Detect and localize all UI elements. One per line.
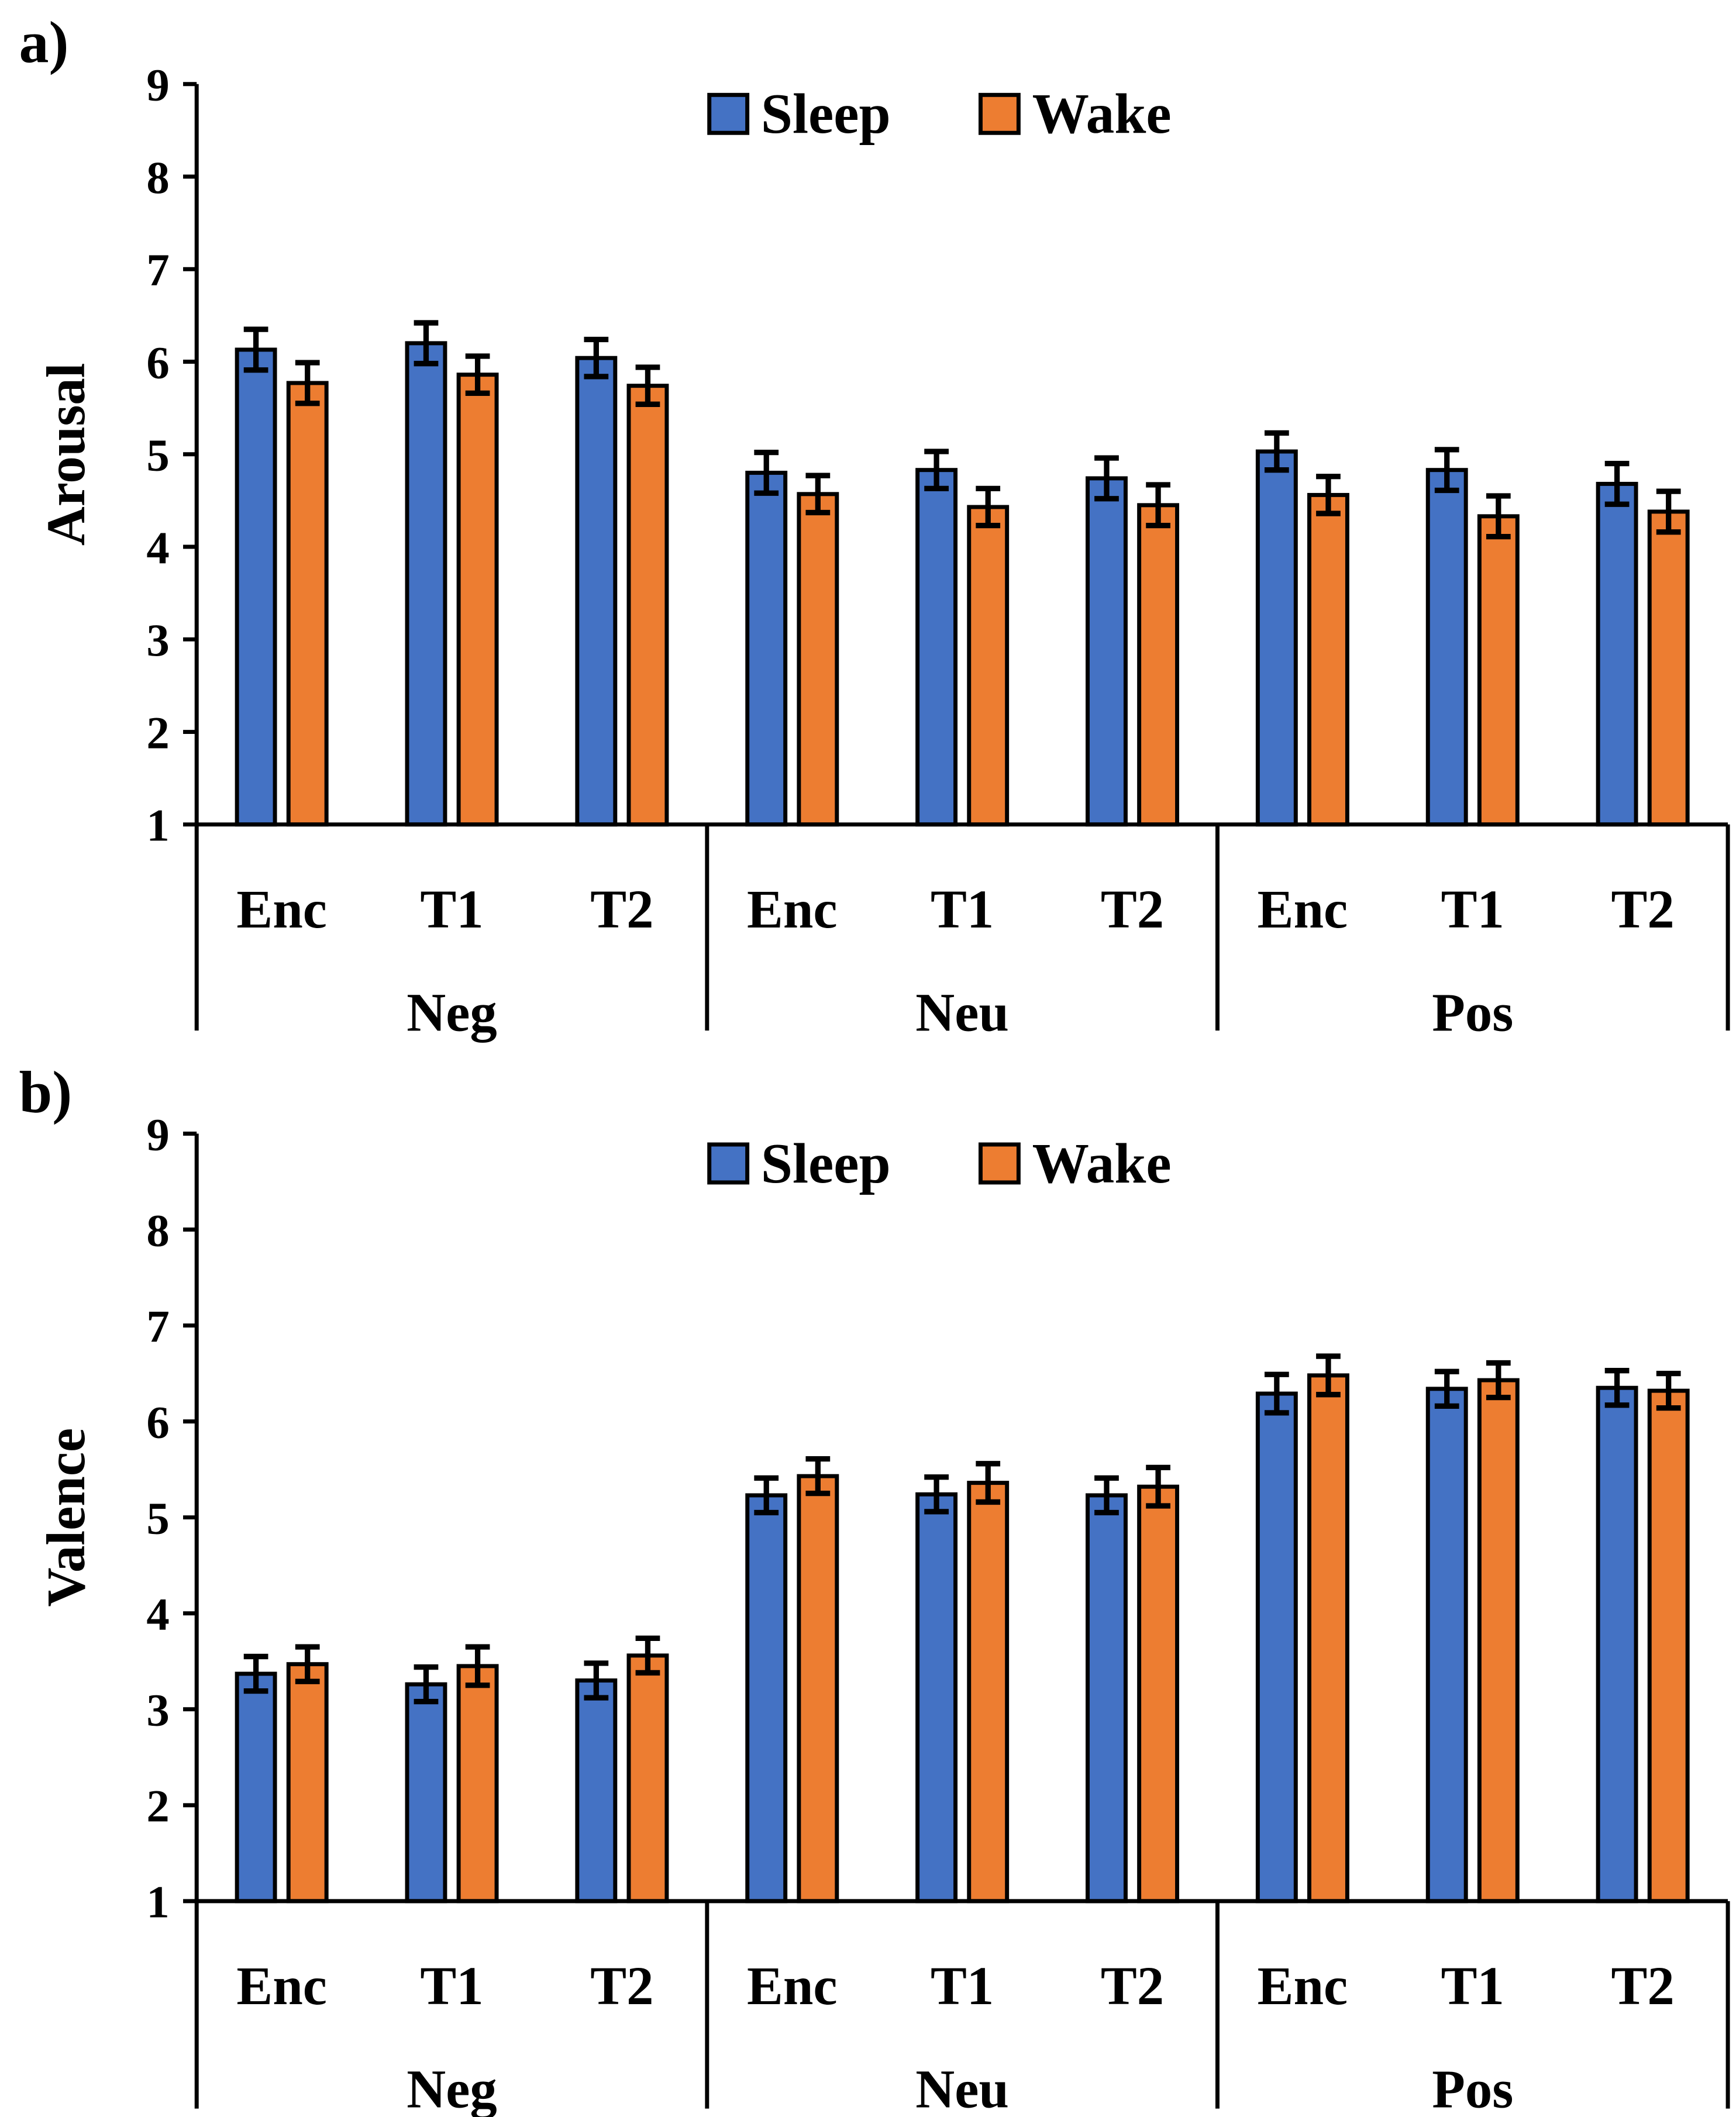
bar-sleep bbox=[575, 1678, 618, 1904]
x-category-label: T2 bbox=[590, 880, 653, 940]
y-tick-label: 2 bbox=[146, 708, 169, 758]
legend-swatch-wake bbox=[978, 92, 1021, 135]
x-category-label: Enc bbox=[747, 880, 838, 940]
y-tick-label: 2 bbox=[146, 1781, 169, 1832]
x-category-label: T1 bbox=[420, 880, 483, 940]
x-category-label: Enc bbox=[236, 880, 327, 940]
bar-sleep bbox=[575, 356, 618, 827]
bar-sleep bbox=[1425, 468, 1468, 827]
bar-wake bbox=[456, 1664, 499, 1904]
bar-wake bbox=[967, 505, 1010, 827]
panel-label: b) bbox=[19, 1059, 72, 1125]
bar-sleep bbox=[1596, 1385, 1638, 1904]
legend-swatch-sleep bbox=[707, 92, 750, 135]
bar-wake bbox=[1477, 1378, 1520, 1904]
y-tick-label: 1 bbox=[146, 801, 169, 851]
x-category-label: T1 bbox=[931, 1956, 994, 2016]
panel-label: a) bbox=[19, 10, 68, 76]
bar-sleep bbox=[235, 347, 277, 827]
bar-sleep bbox=[1086, 476, 1128, 827]
bar-sleep bbox=[1086, 1493, 1128, 1904]
bar-wake bbox=[1137, 503, 1180, 827]
bar-wake bbox=[626, 1653, 669, 1904]
x-category-label: T2 bbox=[1101, 1956, 1164, 2016]
legend-label-wake: Wake bbox=[1032, 1132, 1172, 1195]
legend-swatch-wake bbox=[978, 1142, 1021, 1185]
chart-panel-arousal: a) 1 2 3 4 5 6 7 8 9 Arousal Sleep Wake Enc T1 T2 Enc T1 T… bbox=[19, 10, 1730, 1043]
y-tick-label: 5 bbox=[146, 1494, 169, 1544]
legend-swatch-sleep bbox=[707, 1142, 750, 1185]
x-category-label: Enc bbox=[1258, 880, 1348, 940]
y-tick-label: 6 bbox=[146, 1397, 169, 1448]
x-category-label: T2 bbox=[1611, 880, 1675, 940]
x-category-label: T2 bbox=[1101, 880, 1164, 940]
x-category-label: T2 bbox=[590, 1956, 653, 2016]
y-axis-title: Arousal bbox=[36, 363, 97, 546]
x-category-label: T2 bbox=[1611, 1956, 1675, 2016]
x-group-label: Neg bbox=[407, 2059, 497, 2117]
y-tick-label: 9 bbox=[146, 1109, 169, 1160]
bar-sleep bbox=[1255, 449, 1298, 827]
x-group-label: Pos bbox=[1432, 2059, 1513, 2117]
bar-sleep bbox=[405, 341, 447, 827]
bar-wake bbox=[286, 1662, 329, 1904]
x-category-label: T1 bbox=[1441, 1956, 1504, 2016]
bar-sleep bbox=[745, 1493, 788, 1904]
bar-sleep bbox=[235, 1671, 277, 1904]
bar-wake bbox=[1307, 1373, 1349, 1904]
legend-label-wake: Wake bbox=[1032, 82, 1172, 146]
x-category-label: Enc bbox=[236, 1956, 327, 2016]
x-group-label: Neu bbox=[915, 2059, 1009, 2117]
bar-wake bbox=[1647, 509, 1690, 827]
bar-sleep bbox=[915, 1492, 958, 1904]
x-category-label: T1 bbox=[1441, 880, 1504, 940]
bar-sleep bbox=[745, 470, 788, 827]
bar-wake bbox=[797, 1474, 839, 1904]
bar-wake bbox=[967, 1481, 1010, 1904]
bar-wake bbox=[1307, 492, 1349, 827]
y-tick-label: 4 bbox=[146, 1590, 169, 1640]
y-tick-label: 1 bbox=[146, 1877, 169, 1928]
x-group-label: Neu bbox=[915, 982, 1009, 1043]
y-tick-label: 4 bbox=[146, 523, 169, 574]
bar-wake bbox=[1137, 1484, 1180, 1904]
bar-wake bbox=[797, 492, 839, 827]
y-tick-label: 9 bbox=[146, 60, 169, 111]
y-tick-label: 8 bbox=[146, 1205, 169, 1256]
x-category-label: Enc bbox=[747, 1956, 838, 2016]
bar-sleep bbox=[1425, 1387, 1468, 1904]
y-tick-label: 8 bbox=[146, 153, 169, 204]
bar-sleep bbox=[1255, 1391, 1298, 1904]
y-tick-label: 6 bbox=[146, 337, 169, 388]
bar-sleep bbox=[405, 1682, 447, 1904]
x-group-label: Neg bbox=[407, 982, 497, 1043]
x-group-label: Pos bbox=[1432, 982, 1513, 1043]
x-category-label: T1 bbox=[420, 1956, 483, 2016]
bar-wake bbox=[1647, 1388, 1690, 1904]
y-tick-label: 7 bbox=[146, 245, 169, 296]
y-tick-label: 5 bbox=[146, 430, 169, 481]
bar-wake bbox=[1477, 514, 1520, 827]
x-category-label: T1 bbox=[931, 880, 994, 940]
y-tick-label: 3 bbox=[146, 1685, 169, 1736]
bar-wake bbox=[286, 381, 329, 827]
legend-label-sleep: Sleep bbox=[761, 82, 891, 146]
chart-panel-valence: b) 1 2 3 4 5 6 7 8 9 Valence Sleep Wake Enc T1 T2 Enc T1 T… bbox=[19, 1059, 1730, 2117]
x-category-label: Enc bbox=[1258, 1956, 1348, 2016]
bar-sleep bbox=[915, 468, 958, 827]
bar-wake bbox=[626, 384, 669, 827]
bar-wake bbox=[456, 373, 499, 827]
y-tick-label: 3 bbox=[146, 615, 169, 666]
y-tick-label: 7 bbox=[146, 1301, 169, 1352]
bar-sleep bbox=[1596, 481, 1638, 827]
legend-label-sleep: Sleep bbox=[761, 1132, 891, 1195]
y-axis-title: Valence bbox=[36, 1428, 97, 1607]
